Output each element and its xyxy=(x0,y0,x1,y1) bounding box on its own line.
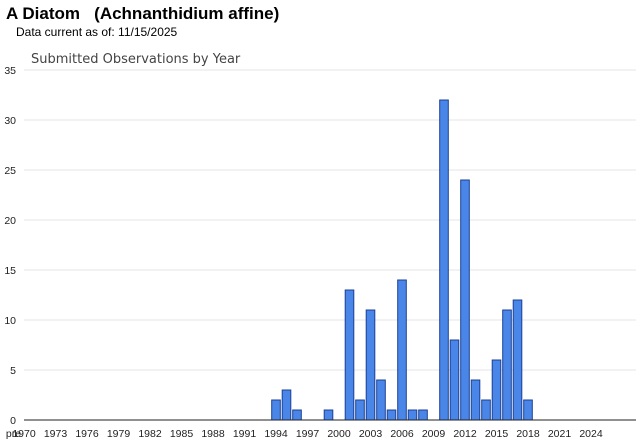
x-tick-label: 2012 xyxy=(453,428,477,440)
bar-2012 xyxy=(460,179,470,421)
bar-2013 xyxy=(470,379,481,421)
x-tick-label: 2015 xyxy=(485,428,509,440)
y-tick-label: 5 xyxy=(10,365,16,377)
bar-2016 xyxy=(502,309,512,421)
bar-1995 xyxy=(281,389,292,421)
bar-1999 xyxy=(323,409,334,421)
y-tick-label: 25 xyxy=(4,165,16,177)
x-tick-label: 2006 xyxy=(390,428,414,440)
x-tick-label: 1973 xyxy=(44,428,68,440)
x-tick-label: 2018 xyxy=(516,428,540,440)
bar-2008 xyxy=(418,409,428,421)
y-tick-label: 10 xyxy=(4,315,16,327)
x-tick-label: 2024 xyxy=(579,428,603,440)
bar-2017 xyxy=(512,299,523,421)
bar-2002 xyxy=(355,399,365,421)
bars xyxy=(271,99,533,421)
chart-title: Submitted Observations by Year xyxy=(31,52,241,67)
x-tick-label: 1982 xyxy=(138,428,162,440)
x-tick-label: 1979 xyxy=(107,428,131,440)
x-tick-label: 1976 xyxy=(75,428,99,440)
bar-2007 xyxy=(407,409,418,421)
y-tick-label: 15 xyxy=(4,265,16,277)
y-tick-label: 20 xyxy=(4,215,16,227)
bar-2003 xyxy=(365,309,376,421)
y-tick-label: 0 xyxy=(10,415,16,427)
x-tick-label: 2021 xyxy=(548,428,572,440)
data-currency-note: Data current as of: 11/15/2025 xyxy=(16,25,178,39)
bar-2011 xyxy=(449,339,460,421)
grid-lines xyxy=(24,69,636,371)
x-tick-label: 1997 xyxy=(296,428,320,440)
y-tick-label: 35 xyxy=(4,65,16,77)
x-tick-label: 1988 xyxy=(201,428,225,440)
species-title: A Diatom (Achnanthidium affine) xyxy=(6,4,280,23)
x-tick-label: 1994 xyxy=(264,428,288,440)
x-tick-label: 2009 xyxy=(422,428,446,440)
bar-2005 xyxy=(386,409,397,421)
bar-2006 xyxy=(397,279,407,421)
bar-2010 xyxy=(439,99,449,421)
x-tick-label: 2003 xyxy=(359,428,383,440)
bar-1996 xyxy=(292,409,302,421)
bar-1994 xyxy=(271,399,281,421)
x-tick-label: 1970 xyxy=(12,428,36,440)
bar-2014 xyxy=(481,399,491,421)
bar-2018 xyxy=(523,399,533,421)
x-tick-label: 1985 xyxy=(170,428,194,440)
bar-2015 xyxy=(491,359,502,421)
x-tick-label: 2000 xyxy=(327,428,351,440)
bar-2004 xyxy=(376,379,386,421)
y-tick-label: 30 xyxy=(4,115,16,127)
y-tick-labels: 0 5 10 15 20 25 30 35 xyxy=(4,65,16,427)
bar-2001 xyxy=(344,289,355,421)
x-tick-label: pre xyxy=(6,428,21,440)
x-tick-label: 1991 xyxy=(233,428,257,440)
